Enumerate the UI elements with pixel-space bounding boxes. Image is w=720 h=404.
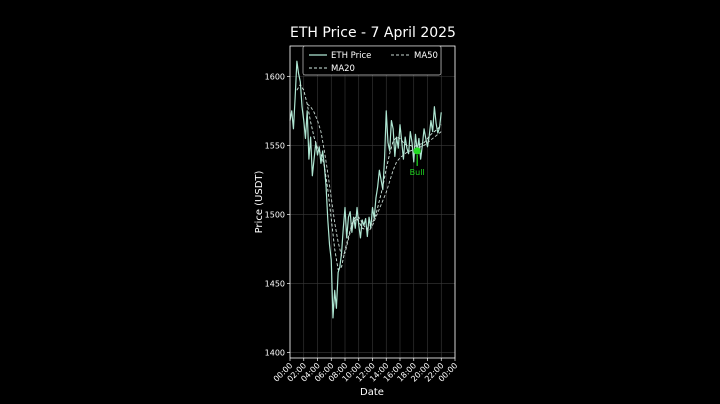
legend-label-ma50: MA50 bbox=[414, 51, 438, 61]
annotation-label: Bull bbox=[410, 168, 425, 177]
legend-box bbox=[302, 45, 442, 76]
y-tick-label: 1500 bbox=[265, 210, 285, 219]
x-tick-labels: 00:0002:0004:0006:0008:0010:0012:0014:00… bbox=[272, 358, 459, 384]
y-tick-label: 1400 bbox=[265, 348, 285, 357]
legend-label-ma20: MA20 bbox=[331, 64, 355, 74]
y-axis-label: Price (USDT) bbox=[254, 170, 265, 233]
annotations: Bull bbox=[410, 147, 425, 177]
y-tick-label: 1450 bbox=[265, 279, 285, 288]
legend: ETH Price MA50 MA20 bbox=[302, 45, 442, 76]
series-line-eth-price bbox=[289, 60, 442, 319]
grid bbox=[289, 46, 456, 358]
y-tick-label: 1600 bbox=[265, 72, 285, 81]
y-tick-label: 1550 bbox=[265, 141, 285, 150]
y-tick-labels: 1400 1450 1500 1550 1600 bbox=[265, 72, 290, 357]
chart-title: ETH Price - 7 April 2025 bbox=[290, 25, 456, 41]
x-axis-label: Date bbox=[360, 387, 384, 398]
legend-label-eth-price: ETH Price bbox=[331, 51, 371, 61]
series-line-ma20 bbox=[296, 84, 442, 271]
series-line-ma50 bbox=[306, 103, 442, 257]
series-lines bbox=[289, 60, 442, 319]
annotation-marker bbox=[413, 147, 421, 155]
